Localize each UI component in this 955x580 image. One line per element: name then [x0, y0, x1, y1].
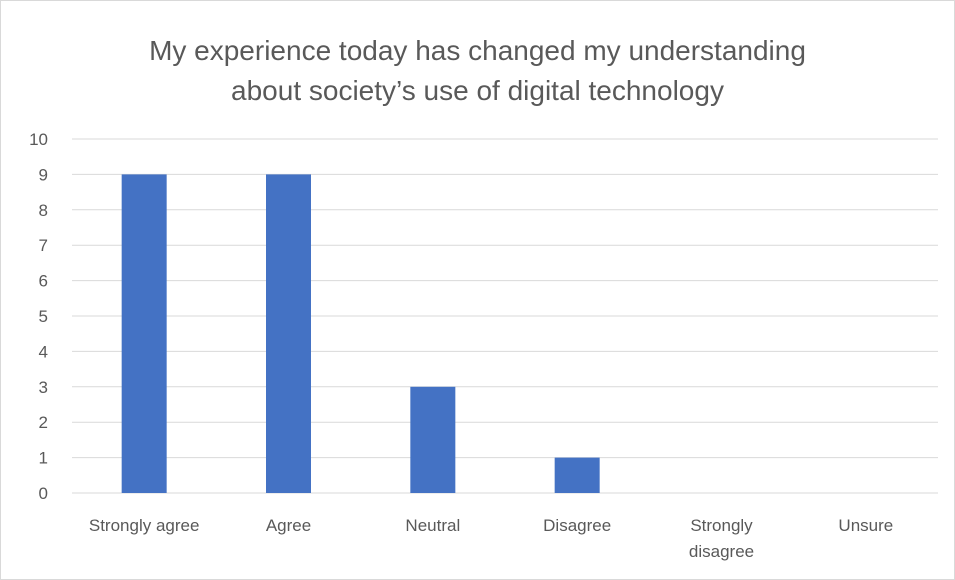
- y-tick-label: 5: [39, 307, 48, 326]
- x-tick-label-line: Unsure: [838, 516, 893, 535]
- y-tick-label: 6: [39, 272, 48, 291]
- y-tick-label: 2: [39, 413, 48, 432]
- chart-title-line-1: My experience today has changed my under…: [149, 35, 806, 66]
- chart-title-line-2: about society’s use of digital technolog…: [231, 75, 724, 106]
- bars: [121, 174, 600, 493]
- x-tick-label: Disagree: [543, 516, 611, 535]
- x-tick-label: Strongly disagree: [689, 516, 754, 561]
- x-tick-label: Unsure: [838, 516, 893, 535]
- y-tick-label: 9: [39, 165, 48, 184]
- y-tick-label: 4: [39, 342, 48, 361]
- y-tick-label: 10: [29, 130, 48, 149]
- x-tick-label: Agree: [266, 516, 311, 535]
- gridlines: [72, 138, 938, 494]
- bar: [410, 386, 456, 493]
- x-tick-label-line: Strongly agree: [89, 516, 200, 535]
- y-tick-label: 0: [39, 484, 48, 503]
- chart-title: My experience today has changed my under…: [1, 31, 954, 111]
- y-tick-label: 3: [39, 378, 48, 397]
- y-axis-tick-labels: 0 1 2 3 4 5 6 7 8 9 10: [29, 130, 48, 503]
- y-tick-label: 7: [39, 236, 48, 255]
- x-tick-label: Neutral: [405, 516, 460, 535]
- x-tick-label: Strongly agree: [89, 516, 200, 535]
- x-tick-label-line: Strongly: [690, 516, 753, 535]
- x-axis-tick-labels: Strongly agree Agree Neutral Disagree Strong…: [89, 516, 893, 561]
- bar: [266, 174, 311, 493]
- x-tick-label-line: Agree: [266, 516, 311, 535]
- x-tick-label-line: Disagree: [543, 516, 611, 535]
- bar: [554, 457, 600, 493]
- y-tick-label: 8: [39, 201, 48, 220]
- x-tick-label-line: disagree: [689, 542, 754, 561]
- x-tick-label-line: Neutral: [405, 516, 460, 535]
- bar: [121, 174, 167, 493]
- y-tick-label: 1: [39, 449, 48, 468]
